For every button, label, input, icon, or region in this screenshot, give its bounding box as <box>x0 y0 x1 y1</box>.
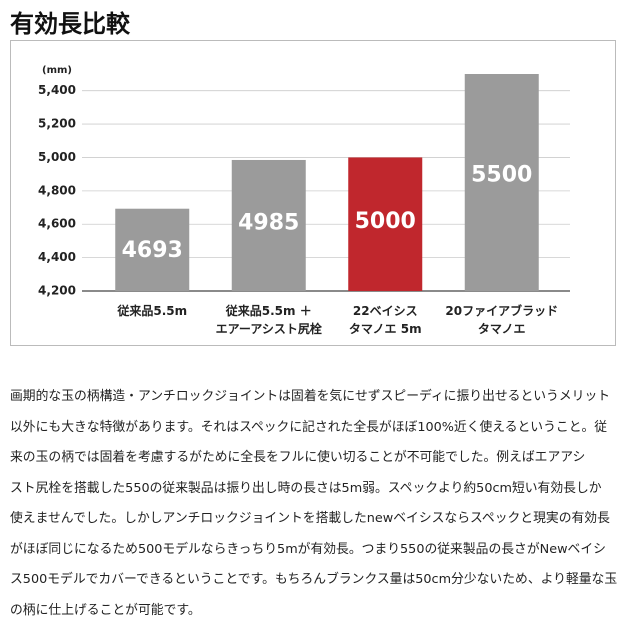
y-tick-label: 4,400 <box>38 250 76 264</box>
y-tick-label: 5,000 <box>38 150 76 164</box>
paragraph-line: 使えませんでした。しかしアンチロックジョイントを搭載したnewベイシスならスペッ… <box>10 511 610 526</box>
value-label: 5500 <box>471 162 532 187</box>
paragraph-line: の柄に仕上げることが可能です。 <box>10 602 201 618</box>
bar <box>464 74 539 291</box>
unit-label: (mm) <box>42 65 72 76</box>
value-label: 4985 <box>238 211 299 236</box>
chart-frame <box>10 40 616 346</box>
x-tick-label: 22ベイシス タマノエ 5m <box>348 304 422 336</box>
bar <box>231 159 306 291</box>
y-tick-label: 5,400 <box>38 83 76 97</box>
paragraph-line: スト尻栓を搭載した550の従来製品は振り出し時の長さは5m弱。スペックより約50… <box>10 480 602 496</box>
bar <box>115 208 190 291</box>
y-tick-label: 5,200 <box>38 117 76 131</box>
x-tick-label: 従来品5.5m ＋ エアーアシスト尻栓 <box>215 304 322 336</box>
chart: (mm) 4,200 4,400 4,600 4,800 5,000 5,200 5,400… <box>38 65 570 298</box>
heading: 有効長比較 <box>10 10 130 38</box>
paragraph: 画期的な玉の柄構造・アンチロックジョイントは固着を気にせずスピーディに振り出せる… <box>10 382 622 624</box>
y-tick-label: 4,800 <box>38 183 76 197</box>
paragraph-line: がほぼ同じになるため500モデルならきっちり5mが有効長。つまり550の従来製品… <box>10 541 606 557</box>
paragraph-line: 画期的な玉の柄構造・アンチロックジョイントは固着を気にせずスピーディに振り出せる… <box>10 389 611 404</box>
bar <box>348 157 423 291</box>
y-tick-label: 4,600 <box>38 217 76 231</box>
value-label: 5000 <box>355 209 416 234</box>
paragraph-line: ス500モデルでカバーできるということです。もちろんブランクス量は50cm分少な… <box>10 572 618 587</box>
value-label: 4693 <box>122 238 183 263</box>
paragraph-line: 来の玉の柄では固着を考慮するがために全長をフルに使い切ることが不可能でした。例え… <box>10 450 586 465</box>
y-tick-label: 4,200 <box>38 284 76 298</box>
x-tick-label: 20ファイアブラッド タマノエ <box>445 304 559 336</box>
x-tick-label: 従来品5.5m <box>117 304 188 318</box>
paragraph-line: 以外にも大きな特徴があります。それはスペックに記された全長がほぼ100%近く使え… <box>10 419 608 435</box>
